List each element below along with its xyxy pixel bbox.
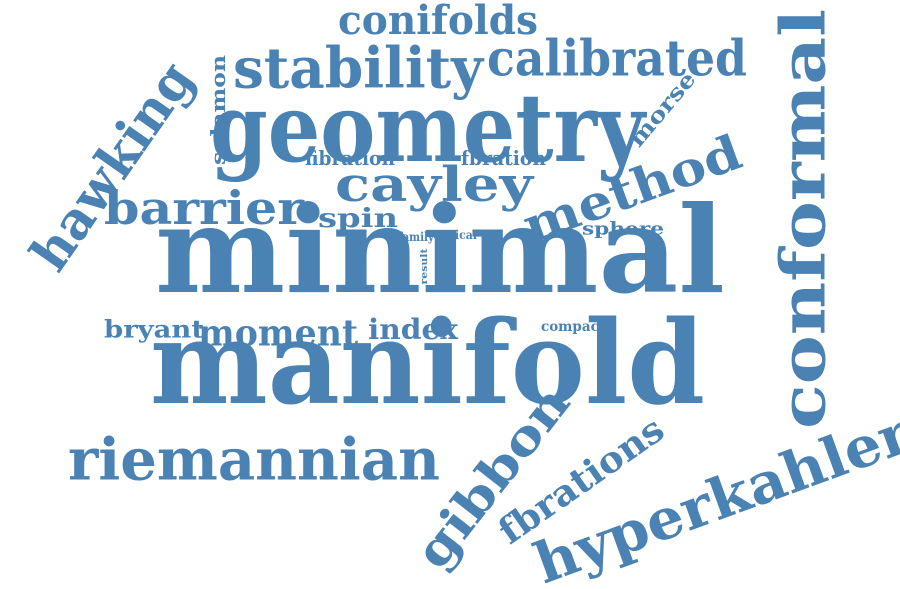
word-family: family <box>398 229 434 245</box>
word-minimal: minimal <box>155 179 725 321</box>
word-bryant: bryant <box>104 314 204 344</box>
word-manifold: manifold <box>150 294 705 431</box>
word-salamon: salamon <box>206 55 230 165</box>
word-index: index <box>368 312 458 346</box>
word-fibration: fibration <box>305 146 395 170</box>
word-geometry: geometry <box>210 71 645 184</box>
word-cayley: cayley <box>335 155 533 213</box>
word-calibrated: calibrated <box>487 28 747 88</box>
word-compact: compact <box>541 317 605 335</box>
word-riemannian: riemannian <box>68 424 440 494</box>
word-sphere: sphere <box>582 217 664 239</box>
word-moment: moment <box>198 311 358 355</box>
word-conifolds: conifolds <box>338 0 538 44</box>
word-fbration: fbration <box>461 146 546 170</box>
word-conformal: conformal <box>766 9 840 430</box>
word-conical: conical <box>433 227 477 243</box>
word-result: result <box>418 248 430 285</box>
word-barrier: barrier <box>104 180 304 236</box>
word-stability: stability <box>233 34 483 102</box>
word-spin: spin <box>318 202 398 234</box>
